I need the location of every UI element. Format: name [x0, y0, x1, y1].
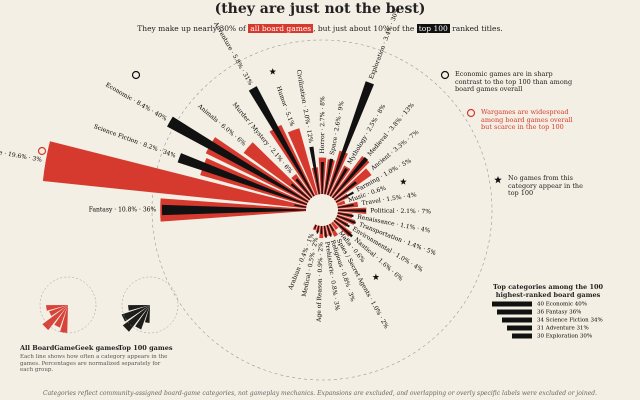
- bar-all-mafia: [331, 221, 339, 230]
- bar-top-ancient: [334, 181, 357, 201]
- small-all-ring: [39, 276, 97, 334]
- small-top-wedge-4: [128, 305, 150, 311]
- small-sub-text: Each line shows how often a category app…: [20, 354, 168, 373]
- no-games-note-star-icon: [494, 176, 502, 184]
- bar-top-prehistoric: [323, 225, 328, 238]
- small-all-wedge-3: [49, 305, 68, 317]
- bar-top-wargame: [294, 204, 307, 208]
- subtitle-part-b: , but just about 10% of the: [313, 24, 415, 33]
- bar-top-travel: [337, 203, 354, 208]
- bar-top-arabian: [314, 224, 317, 229]
- category-label-wargame: Wargame · 19.6% · 3%: [0, 145, 43, 164]
- chart-subtitle: They make up nearly 30% of all board gam…: [0, 24, 640, 33]
- bar-top-environmental: [335, 217, 350, 228]
- bar-top-medieval: [332, 157, 369, 199]
- wargame-note-icon: [466, 108, 476, 118]
- outer-guide-ring: [151, 39, 493, 381]
- small-all-wedge-0: [60, 305, 68, 333]
- small-top-ring: [121, 276, 179, 334]
- small-top-wedge-0: [144, 305, 150, 323]
- category-label-age-of-reason: Age of Reason · 0.9% · 2%: [316, 242, 325, 323]
- category-label-political: Political · 2.1% · 7%: [370, 207, 431, 215]
- legend-bar-4: [512, 333, 532, 339]
- bar-top-spies-secret-agents: [329, 223, 335, 232]
- bar-top-murder-mystery: [295, 178, 313, 199]
- small-top-wedge-3: [121, 305, 150, 322]
- bar-top-civilization: [309, 146, 320, 195]
- category-label-horror: Horror · 2.7% · 8%: [319, 96, 326, 154]
- center-hole: [306, 194, 338, 226]
- bar-top-exploration: [327, 81, 374, 196]
- footer-note: Categories reflect community-assigned bo…: [43, 390, 597, 397]
- legend-label-2: 34 Science Fiction 34%: [537, 318, 603, 324]
- legend-label-3: 31 Adventure 31%: [537, 326, 589, 332]
- note-economic: Economic games are in sharp contrast to …: [455, 70, 573, 93]
- legend-bar-0: [492, 301, 532, 307]
- legend-label-4: 30 Exploration 30%: [537, 334, 592, 340]
- legend-title: Top categories among the 100 highest-ran…: [492, 283, 604, 299]
- category-label-fantasy: Fantasy · 10.8% · 36%: [89, 207, 157, 214]
- bar-all-humor: [287, 128, 318, 196]
- bar-top-religious: [326, 224, 332, 237]
- small-all-label: All BoardGameGeek games: [20, 344, 120, 352]
- no-top-star-music: [400, 178, 407, 185]
- bar-top-medical: [316, 225, 320, 234]
- category-label-exploration: Exploration · 3.4% · 30%: [368, 7, 401, 80]
- wargame-marker-icon: [37, 146, 47, 156]
- category-label-adventure: Adventure · 5.8% · 31%: [212, 20, 254, 87]
- legend-label-0: 40 Economic 40%: [537, 302, 587, 308]
- bar-top-adventure: [248, 86, 315, 197]
- subtitle-part-c: ranked titles.: [452, 24, 503, 33]
- bar-top-transportation: [336, 215, 356, 225]
- subtitle-highlight-all: all board games: [248, 24, 314, 33]
- bar-all-wargame: [42, 141, 307, 209]
- legend-bar-1: [497, 309, 532, 315]
- note-no-games: No games from this category appear in th…: [508, 174, 583, 197]
- bar-top-age-of-reason: [320, 225, 323, 234]
- bar-top-space: [324, 158, 334, 195]
- subtitle-part-a: They make up nearly 30% of: [137, 24, 246, 33]
- small-top-wedge-2: [122, 305, 150, 332]
- bar-top-farming: [335, 191, 354, 203]
- bar-top-animals: [290, 183, 311, 201]
- legend-bar-2: [502, 317, 532, 323]
- bar-top-mythology: [329, 167, 348, 197]
- small-top-wedge-1: [135, 305, 150, 330]
- small-all-wedge-2: [42, 305, 68, 331]
- bar-all-music: [336, 200, 346, 206]
- no-top-star-humor: [269, 68, 277, 75]
- category-label-economic: Economic · 8.4% · 40%: [104, 81, 168, 122]
- bar-top-nautical: [333, 220, 353, 238]
- no-top-star-mafia: [372, 273, 380, 280]
- economic-note-icon: [440, 70, 450, 80]
- bar-top-science-fiction: [177, 153, 308, 205]
- bar-top-economic: [167, 116, 309, 203]
- category-label-humor: Humor · 5.1%: [275, 85, 296, 127]
- small-top-label: Top 100 games: [118, 344, 173, 352]
- legend-bar-3: [507, 325, 532, 331]
- category-label-space: Space · 2.6% · 9%: [329, 100, 346, 155]
- bar-top-renaissance: [337, 212, 354, 218]
- small-all-wedge-1: [54, 305, 68, 328]
- category-label-science-fiction: Science Fiction · 8.2% · 34%: [93, 123, 177, 160]
- chart-title: (they are just not the best): [214, 1, 426, 17]
- bar-top-fantasy: [162, 204, 307, 216]
- small-all-wedge-4: [46, 305, 68, 311]
- bar-top-political: [337, 209, 366, 213]
- subtitle-highlight-top: top 100: [416, 24, 450, 33]
- legend-label-1: 36 Fantasy 36%: [537, 310, 581, 316]
- economic-marker-icon: [131, 70, 141, 80]
- bar-top-horror: [320, 161, 324, 195]
- note-wargames: Wargames are widespread among board game…: [481, 108, 573, 131]
